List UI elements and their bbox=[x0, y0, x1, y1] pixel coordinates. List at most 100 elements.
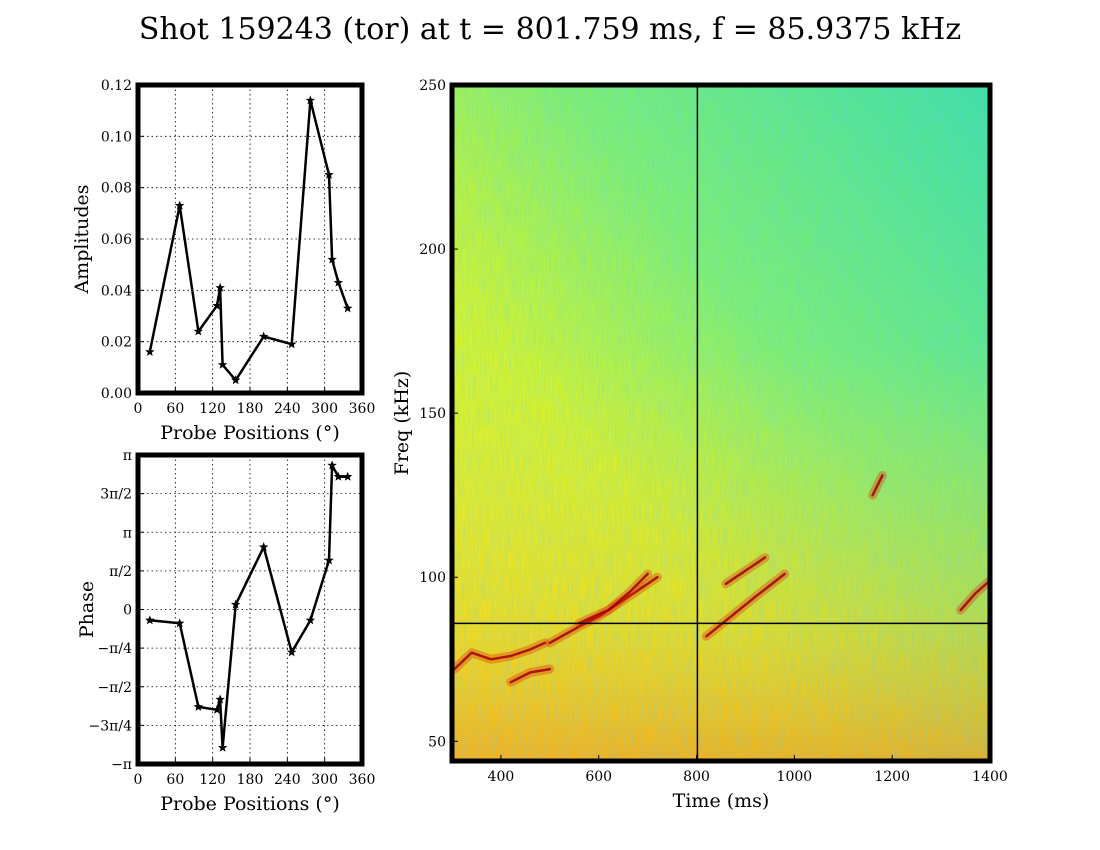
x-tick-label: 120 bbox=[199, 772, 226, 788]
data-point bbox=[215, 694, 225, 704]
data-point bbox=[145, 346, 155, 356]
spectral-feature bbox=[705, 572, 786, 638]
phase-frame bbox=[135, 452, 365, 767]
spectrogram-noise bbox=[452, 85, 990, 761]
spectrogram-y-label: Freq (kHz) bbox=[391, 371, 413, 476]
x-tick-label: 360 bbox=[349, 772, 376, 788]
x-tick-label: 180 bbox=[237, 772, 264, 788]
data-point bbox=[193, 701, 204, 711]
y-tick-label: 100 bbox=[419, 570, 446, 586]
figure-title: Shot 159243 (tor) at t = 801.759 ms, f =… bbox=[139, 12, 961, 47]
phase-y-ticks: −π −3π/4 −π/2 −π/4 0 π/2 π 3π/2 π bbox=[89, 448, 144, 773]
x-tick-label: 400 bbox=[488, 769, 515, 785]
spectral-feature bbox=[509, 667, 552, 684]
y-tick-label: 50 bbox=[428, 734, 446, 750]
spectral-feature bbox=[724, 556, 767, 586]
spectrogram-features bbox=[452, 471, 990, 687]
y-tick-label: 0.00 bbox=[101, 386, 132, 402]
data-point bbox=[212, 300, 222, 310]
y-tick-label: −π/4 bbox=[97, 641, 132, 657]
data-point bbox=[212, 704, 222, 714]
data-point bbox=[217, 742, 228, 752]
amplitude-frame bbox=[135, 82, 365, 396]
amplitude-y-ticks: 0.00 0.02 0.04 0.06 0.08 0.10 0.12 bbox=[101, 78, 144, 402]
spectral-feature bbox=[453, 641, 547, 671]
x-tick-label: 1000 bbox=[777, 769, 813, 785]
amplitude-x-ticks: 0 60 120 180 240 300 360 bbox=[134, 387, 376, 417]
phase-plot: 0 60 120 180 240 300 360 −π −3π/4 −π/2 −π/4 0 π/2 π 3… bbox=[76, 448, 375, 815]
y-tick-label: 200 bbox=[419, 242, 446, 258]
data-point bbox=[174, 618, 185, 628]
data-point bbox=[342, 471, 353, 481]
amplitude-x-label: Probe Positions (°) bbox=[160, 422, 340, 444]
spectral-feature bbox=[577, 572, 649, 625]
x-tick-label: 1200 bbox=[874, 769, 910, 785]
y-tick-label: 0.08 bbox=[101, 181, 132, 197]
x-tick-label: 60 bbox=[166, 772, 184, 788]
amplitude-plot: 0 60 120 180 240 300 360 0.000.020.040.060.080… bbox=[71, 78, 375, 444]
y-tick-label: 150 bbox=[419, 406, 446, 422]
data-point bbox=[286, 647, 297, 657]
x-tick-label: 0 bbox=[134, 772, 143, 788]
x-tick-label: 360 bbox=[349, 401, 376, 417]
x-tick-label: 240 bbox=[274, 772, 301, 788]
y-tick-label: 0.06 bbox=[101, 232, 132, 248]
data-point bbox=[324, 169, 334, 179]
series-line bbox=[148, 99, 349, 382]
data-point bbox=[327, 460, 337, 470]
y-tick-label: 250 bbox=[419, 78, 446, 94]
spectrogram-x-label: Time (ms) bbox=[673, 790, 770, 812]
y-tick-label: 0 bbox=[123, 603, 132, 619]
y-tick-label: −π/2 bbox=[97, 680, 132, 696]
x-tick-label: 300 bbox=[311, 772, 338, 788]
y-tick-label: π bbox=[123, 448, 132, 464]
data-point bbox=[305, 95, 316, 105]
x-tick-label: 600 bbox=[585, 769, 612, 785]
y-tick-label: 3π/2 bbox=[100, 487, 132, 503]
data-point bbox=[333, 471, 344, 481]
data-point bbox=[215, 282, 225, 292]
series-line bbox=[149, 464, 348, 749]
y-tick-label: π bbox=[123, 525, 132, 541]
y-tick-label: −3π/4 bbox=[89, 718, 133, 734]
data-point bbox=[217, 359, 228, 369]
x-tick-label: 180 bbox=[237, 401, 264, 417]
data-point bbox=[324, 555, 334, 565]
x-tick-label: 800 bbox=[683, 769, 710, 785]
spectrogram-x-ticks: 400 600 800 1000 1200 1400 bbox=[488, 755, 1008, 785]
data-point bbox=[305, 615, 316, 625]
data-point bbox=[193, 326, 204, 336]
data-point bbox=[342, 303, 353, 313]
data-point bbox=[333, 277, 344, 287]
y-tick-label: 0.12 bbox=[101, 78, 132, 94]
data-point bbox=[327, 254, 337, 264]
x-tick-label: 0 bbox=[134, 401, 143, 417]
y-tick-label: −π bbox=[111, 757, 132, 773]
phase-y-label: Phase bbox=[76, 581, 98, 638]
data-point bbox=[145, 615, 155, 625]
y-tick-label: π/2 bbox=[109, 564, 132, 580]
data-point bbox=[258, 331, 269, 341]
data-point bbox=[258, 542, 269, 552]
amplitude-series bbox=[145, 95, 353, 385]
y-tick-label: 0.04 bbox=[101, 283, 132, 299]
spectrogram-plot: 400 600 800 1000 1200 1400 50 100 150 200 250 Tim… bbox=[391, 78, 1008, 812]
x-tick-label: 300 bbox=[311, 401, 338, 417]
y-tick-label: 0.10 bbox=[101, 129, 132, 145]
spectrogram-frame bbox=[449, 82, 993, 764]
phase-grid bbox=[137, 454, 363, 765]
spectral-feature bbox=[871, 474, 884, 497]
data-point bbox=[286, 339, 297, 349]
y-tick-label: 0.02 bbox=[101, 335, 132, 351]
x-tick-label: 120 bbox=[199, 401, 226, 417]
data-point bbox=[174, 200, 185, 210]
amplitude-y-label: Amplitudes bbox=[71, 184, 93, 294]
phase-x-ticks: 0 60 120 180 240 300 360 bbox=[134, 758, 376, 788]
data-point bbox=[230, 375, 241, 385]
phase-series bbox=[145, 460, 353, 752]
x-tick-label: 240 bbox=[274, 401, 301, 417]
data-point bbox=[230, 599, 241, 609]
spectral-feature bbox=[959, 579, 990, 612]
phase-x-label: Probe Positions (°) bbox=[160, 793, 340, 815]
